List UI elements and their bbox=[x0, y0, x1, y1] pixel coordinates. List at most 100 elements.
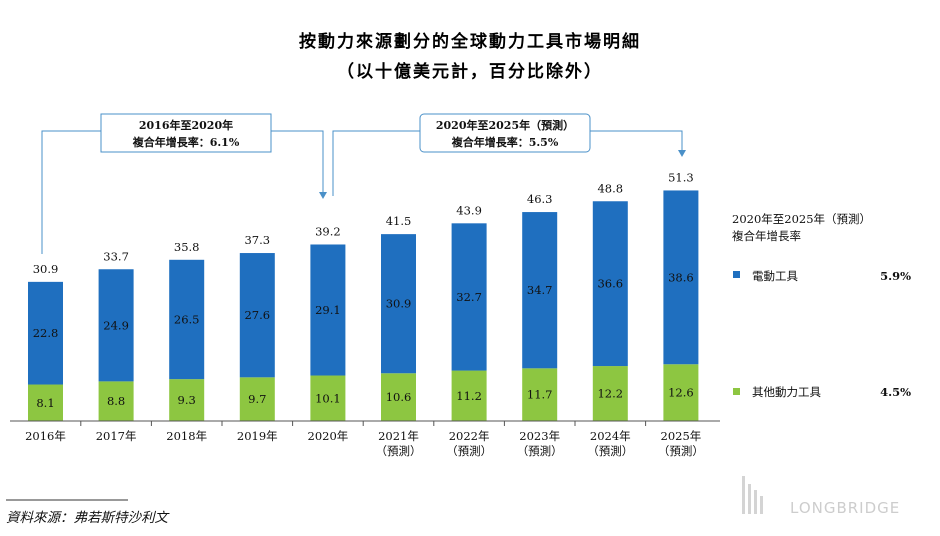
label-other-9: 12.6 bbox=[668, 386, 694, 400]
bar-other-0 bbox=[28, 384, 63, 421]
bar-other-1 bbox=[98, 381, 134, 421]
x-label-0-line-0: 2016年 bbox=[25, 429, 66, 443]
bar-other-7 bbox=[522, 368, 558, 421]
label-total-0: 30.9 bbox=[33, 262, 59, 276]
label-electric-3: 27.6 bbox=[244, 308, 270, 322]
legend-header-line-1: 2020年至2025年（預測） bbox=[732, 212, 871, 226]
bar-group-7: 11.7 34.7 46.3 bbox=[522, 192, 558, 421]
label-other-5: 10.6 bbox=[386, 390, 412, 404]
label-other-2: 9.3 bbox=[178, 393, 196, 407]
label-electric-5: 30.9 bbox=[386, 297, 412, 311]
label-other-4: 10.1 bbox=[315, 391, 341, 405]
x-label-6-line-0: 2022年 bbox=[449, 429, 490, 443]
bar-group-3: 9.7 27.6 37.3 bbox=[239, 233, 275, 421]
bar-electric-4 bbox=[310, 244, 346, 376]
bars-group: 8.1 22.8 30.9 8.8 24.9 33.7 9.3 26.5 35.8 9.7 27.6… bbox=[28, 170, 699, 421]
label-total-8: 48.8 bbox=[597, 181, 623, 195]
x-label-7-line-0: 2023年 bbox=[519, 429, 560, 443]
x-label-1-line-0: 2017年 bbox=[96, 429, 137, 443]
legend: 2020年至2025年（預測） 複合年增長率 電動工具 5.9% 其他動力工具 … bbox=[732, 212, 911, 399]
bar-other-9 bbox=[663, 364, 699, 421]
legend-cagr-electric-tools: 5.9% bbox=[880, 269, 911, 283]
cagr-callout-2-period: 2020年至2025年（預測） bbox=[436, 118, 574, 132]
label-total-1: 33.7 bbox=[103, 249, 129, 263]
legend-label-electric-tools: 電動工具 bbox=[752, 269, 798, 283]
cagr-callout-2016-2020: 2016年至2020年 複合年增長率：6.1% bbox=[41, 113, 327, 254]
x-label-5-line-0: 2021年 bbox=[378, 429, 419, 443]
x-axis-labels: 2016年 2017年 2018年 2019年 2020年 2021年（預測）2022年（… bbox=[25, 421, 704, 458]
bar-group-1: 8.8 24.9 33.7 bbox=[98, 249, 134, 421]
chart-subtitle: （以十億美元計，百分比除外） bbox=[337, 61, 603, 82]
label-other-0: 8.1 bbox=[36, 396, 54, 410]
watermark-logo-icon bbox=[742, 476, 763, 514]
x-label-4-line-0: 2020年 bbox=[308, 429, 349, 443]
x-label-5-line-1: （預測） bbox=[376, 444, 422, 458]
label-electric-2: 26.5 bbox=[174, 312, 200, 326]
cagr-callout-2020-2025: 2020年至2025年（預測） 複合年增長率：5.5% bbox=[332, 113, 686, 196]
x-label-9-line-0: 2025年 bbox=[661, 429, 702, 443]
bar-other-3 bbox=[239, 377, 275, 421]
bar-electric-1 bbox=[98, 269, 134, 382]
label-electric-0: 22.8 bbox=[33, 326, 59, 340]
legend-cagr-other-power-tools: 4.5% bbox=[880, 385, 911, 399]
label-electric-1: 24.9 bbox=[103, 318, 129, 332]
label-electric-7: 34.7 bbox=[527, 283, 553, 297]
x-label-3-line-0: 2019年 bbox=[237, 429, 278, 443]
cagr-callout-1-box bbox=[100, 113, 272, 153]
x-label-8-line-1: （預測） bbox=[587, 444, 633, 458]
cagr-callout-2-connector bbox=[332, 130, 420, 196]
label-other-6: 11.2 bbox=[456, 389, 482, 403]
bar-electric-0 bbox=[28, 281, 63, 385]
x-label-6-line-1: （預測） bbox=[446, 444, 492, 458]
legend-swatch-other-power-tools bbox=[733, 388, 740, 395]
bar-other-8 bbox=[592, 366, 628, 421]
bar-electric-7 bbox=[522, 212, 558, 369]
cagr-callout-1-rate: 複合年增長率：6.1% bbox=[132, 135, 240, 149]
bar-other-5 bbox=[381, 373, 416, 421]
bar-electric-6 bbox=[451, 223, 487, 371]
cagr-callout-2-arrowhead bbox=[678, 150, 686, 157]
label-total-6: 43.9 bbox=[456, 203, 482, 217]
bar-group-6: 11.2 32.7 43.9 bbox=[451, 203, 487, 421]
bar-other-2 bbox=[169, 379, 205, 421]
label-other-1: 8.8 bbox=[107, 394, 125, 408]
bar-other-6 bbox=[451, 370, 487, 421]
label-other-7: 11.7 bbox=[527, 388, 553, 402]
bar-group-4: 10.1 29.1 39.2 bbox=[310, 224, 346, 421]
cagr-callout-2-arrow-line bbox=[590, 130, 683, 151]
legend-swatch-electric-tools bbox=[733, 271, 740, 278]
cagr-callout-1-arrow-line bbox=[271, 130, 324, 193]
x-label-9-line-1: （預測） bbox=[658, 444, 704, 458]
label-total-7: 46.3 bbox=[527, 192, 553, 206]
label-total-9: 51.3 bbox=[668, 170, 694, 184]
bar-group-9: 12.6 38.6 51.3 bbox=[663, 170, 699, 421]
cagr-callout-1-arrowhead bbox=[319, 192, 327, 199]
bar-group-0: 8.1 22.8 30.9 bbox=[28, 262, 63, 421]
bar-electric-3 bbox=[239, 253, 275, 378]
label-total-2: 35.8 bbox=[174, 240, 200, 254]
cagr-callout-2-rate: 複合年增長率：5.5% bbox=[451, 135, 559, 149]
label-other-3: 9.7 bbox=[248, 392, 266, 406]
bar-group-8: 12.2 36.6 48.8 bbox=[592, 181, 628, 421]
watermark: LONGBRIDGE bbox=[742, 476, 899, 517]
label-electric-4: 29.1 bbox=[315, 303, 341, 317]
x-label-7-line-1: （預測） bbox=[517, 444, 563, 458]
label-total-5: 41.5 bbox=[386, 214, 412, 228]
source-note: 資料來源：弗若斯特沙利文 bbox=[6, 510, 170, 526]
bar-electric-9 bbox=[663, 190, 699, 365]
cagr-callout-1-period: 2016年至2020年 bbox=[139, 118, 233, 132]
x-label-2-line-0: 2018年 bbox=[166, 429, 207, 443]
label-electric-8: 36.6 bbox=[597, 277, 623, 291]
bar-electric-2 bbox=[169, 259, 205, 380]
chart-title: 按動力來源劃分的全球動力工具市場明細 bbox=[299, 31, 641, 52]
legend-header-line-2: 複合年增長率 bbox=[732, 229, 801, 243]
bar-other-4 bbox=[310, 375, 346, 421]
cagr-callout-1-connector bbox=[41, 130, 101, 254]
bar-group-5: 10.6 30.9 41.5 bbox=[381, 214, 416, 421]
label-total-4: 39.2 bbox=[315, 224, 341, 238]
bar-group-2: 9.3 26.5 35.8 bbox=[169, 240, 205, 421]
label-electric-9: 38.6 bbox=[668, 270, 694, 284]
x-label-8-line-0: 2024年 bbox=[590, 429, 631, 443]
